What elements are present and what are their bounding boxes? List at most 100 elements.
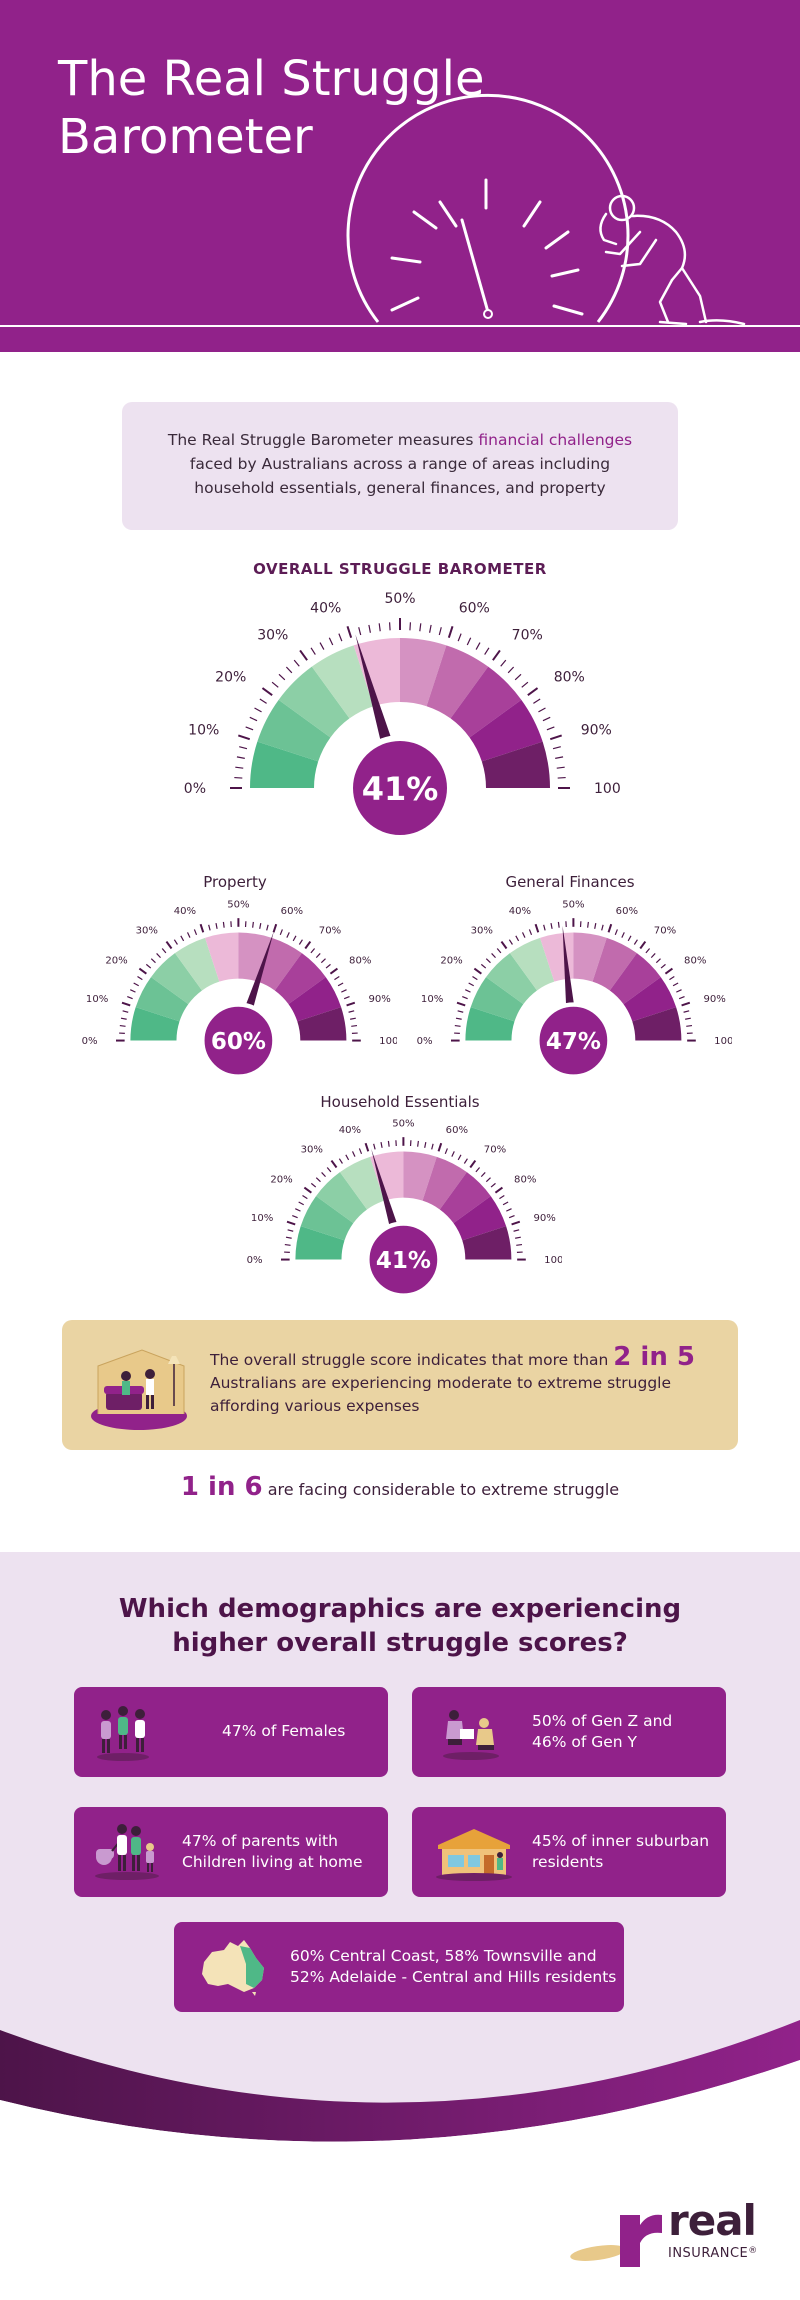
overall-gauge-tick-label: 70% [512, 627, 543, 643]
property-gauge-tick-label: 10% [86, 994, 108, 1005]
general-finances-gauge-tick [639, 940, 647, 950]
household-essentials-gauge-tick-label: 20% [270, 1175, 292, 1186]
household-essentials-gauge-tick [444, 1148, 448, 1155]
general-finances-gauge-tick [676, 989, 682, 993]
general-finances-gauge-tick [645, 948, 651, 954]
household-essentials-gauge-tick [303, 1186, 312, 1194]
intro-text-end: faced by Australians across a range of a… [189, 455, 611, 497]
household-essentials-gauge-tick [451, 1151, 455, 1157]
household-essentials-gauge-tick-label: 70% [484, 1144, 506, 1155]
card-parents-line1: 47% of parents with [182, 1832, 338, 1850]
overall-gauge-tick [239, 746, 248, 750]
household-essentials-gauge-tick [302, 1195, 308, 1200]
household-essentials-gauge-tick [295, 1208, 301, 1212]
general-finances-gauge: 0% 10% 20% 30% 40% 50% 60% 70% 80% 90% 100% 47% [415, 898, 732, 1092]
demographic-card-inner-suburban: 45% of inner suburban residents [412, 1807, 726, 1897]
gauge-title-property: Property [203, 873, 267, 891]
household-essentials-gauge-tick-label: 40% [339, 1125, 361, 1136]
general-finances-gauge-tick [534, 923, 540, 933]
overall-gauge-tick [254, 707, 262, 713]
house-icon [436, 1829, 512, 1881]
women-icon [97, 1706, 149, 1761]
general-finances-gauge-tick [496, 948, 502, 954]
household-essentials-gauge-tick [315, 1177, 321, 1183]
overall-gauge-tick-label: 0% [184, 781, 206, 797]
property-gauge-tick-label: 40% [174, 906, 196, 917]
property-gauge-tick [337, 982, 344, 987]
property-gauge-hub [200, 1002, 277, 1079]
overall-heading: OVERALL STRUGGLE BAROMETER [253, 560, 547, 578]
overall-gauge-tick [388, 622, 391, 631]
general-finances-gauge-tick [650, 953, 656, 959]
overall-gauge-tick-label: 30% [257, 627, 288, 643]
general-finances-gauge-tick [678, 995, 685, 1000]
overall-gauge-tick [466, 637, 472, 646]
gauge-title-general-finances: General Finances [505, 873, 635, 891]
card-regions-line2: 52% Adelaide - Central and Hills residen… [290, 1968, 617, 1986]
property-gauge-segment-5 [205, 932, 239, 982]
household-essentials-gauge-hub [365, 1221, 442, 1298]
property-gauge-tick [119, 1024, 126, 1027]
property-gauge-segment-10 [297, 1007, 347, 1041]
overall-gauge-tick [549, 734, 562, 741]
household-essentials-gauge-tick [499, 1195, 505, 1200]
overall-gauge-tick [447, 626, 454, 639]
card-females-line1: 47% of Females [222, 1722, 346, 1740]
household-essentials-gauge-tick [285, 1236, 292, 1239]
general-finances-gauge-tick [515, 935, 520, 942]
overall-gauge-value: 41% [362, 770, 439, 808]
general-finances-gauge-tick [485, 958, 491, 964]
general-finances-gauge-tick [686, 1024, 693, 1027]
household-essentials-gauge-segment-8 [439, 1172, 491, 1224]
overall-gauge-tick [538, 707, 546, 713]
overall-gauge-tick [429, 624, 432, 633]
statement-text: The overall struggle score indicates tha… [210, 1344, 710, 1418]
general-finances-gauge-tick [633, 939, 638, 945]
property-gauge-tick [173, 939, 178, 945]
general-finances-gauge-tick-label: 0% [417, 1036, 433, 1047]
overall-gauge-tick [235, 766, 244, 769]
overall-gauge-tick [500, 659, 507, 667]
general-finances-gauge-tick [528, 929, 533, 936]
overall-gauge-tick [419, 623, 422, 632]
general-finances-gauge-segment-9 [623, 977, 677, 1022]
property-gauge-segment-9 [288, 977, 342, 1022]
hero-banner [0, 0, 800, 352]
family-icon [95, 1824, 159, 1880]
household-essentials-gauge-tick [298, 1201, 305, 1206]
card-suburban-line1: 45% of inner suburban [532, 1832, 710, 1850]
property-gauge-tick [334, 976, 340, 981]
household-essentials-gauge-tick-label: 10% [251, 1213, 273, 1224]
logo-sub-word: INSURANCE [668, 2246, 749, 2261]
overall-gauge-tick [238, 734, 251, 741]
general-finances-gauge-tick [681, 1001, 691, 1007]
property-gauge-tick [150, 958, 156, 964]
overall-gauge-tick [236, 756, 245, 759]
household-essentials-gauge-tick [490, 1182, 496, 1188]
property-gauge-tick [138, 967, 147, 975]
general-finances-gauge-tick [500, 940, 508, 950]
general-finances-gauge-tick [455, 1017, 462, 1020]
household-essentials-gauge-tick [485, 1177, 491, 1183]
property-gauge-tick [292, 935, 297, 942]
household-essentials-gauge-tick-label: 30% [301, 1144, 323, 1155]
property-gauge-tick [272, 923, 278, 933]
overall-gauge-tick [546, 726, 555, 731]
card-suburban-line2: residents [532, 1853, 604, 1871]
property-gauge-tick [165, 940, 173, 950]
general-finances-gauge-tick [621, 932, 625, 938]
property-gauge-tick-label: 100% [379, 1036, 397, 1047]
household-essentials-gauge-tick [502, 1201, 509, 1206]
card-gen-line1: 50% of Gen Z and [532, 1712, 673, 1730]
overall-gauge-tick [261, 687, 273, 696]
australia-map-icon [202, 1940, 264, 1996]
property-gauge-tick [259, 923, 262, 929]
overall-gauge-tick [557, 776, 566, 779]
property-gauge-segment-3 [151, 953, 203, 1005]
property-gauge-tick [137, 976, 143, 981]
household-essentials-gauge-tick [417, 1140, 419, 1147]
overall-gauge-tick [293, 659, 300, 667]
overall-gauge-segment-2 [257, 699, 331, 762]
property-gauge-tick [286, 932, 290, 938]
overall-gauge-tick [507, 666, 515, 674]
